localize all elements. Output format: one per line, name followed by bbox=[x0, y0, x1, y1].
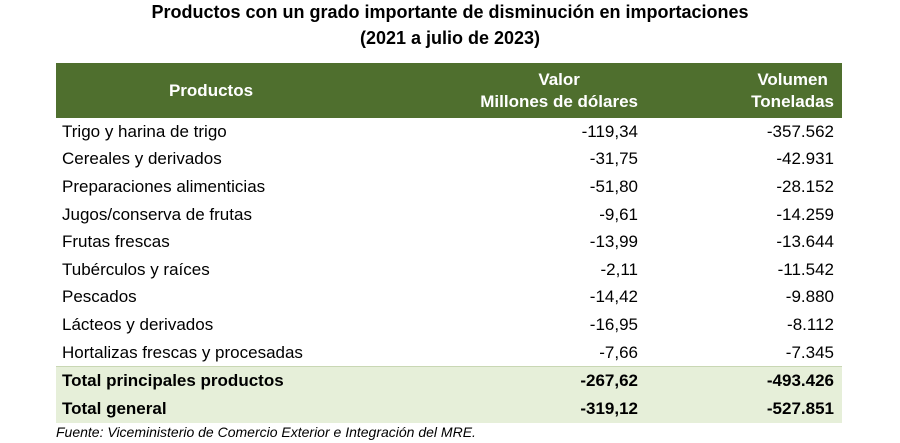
page-subtitle: (2021 a julio de 2023) bbox=[359, 28, 541, 48]
table-row: Pescados -14,42 -9.880 bbox=[56, 284, 842, 312]
cell-volumen: -357.562 bbox=[766, 121, 834, 141]
column-header-valor-title: Valor bbox=[538, 69, 580, 89]
column-header-volumen-unit: Toneladas bbox=[751, 91, 834, 111]
total-row-principales: Total principales productos -267,62 -493… bbox=[56, 366, 842, 395]
source-note: Fuente: Viceministerio de Comercio Exter… bbox=[56, 424, 476, 440]
table-row: Preparaciones alimenticias -51,80 -28.15… bbox=[56, 173, 842, 201]
cell-valor: -51,80 bbox=[589, 176, 638, 196]
cell-total-label: Total principales productos bbox=[56, 366, 386, 395]
cell-total-valor: -319,12 bbox=[386, 394, 646, 423]
column-header-volumen: Volumen Toneladas bbox=[646, 63, 842, 118]
cell-producto: Preparaciones alimenticias bbox=[62, 176, 266, 196]
cell-producto: Pescados bbox=[62, 287, 137, 307]
cell-producto: Cereales y derivados bbox=[62, 149, 222, 169]
cell-valor: -7,66 bbox=[599, 342, 638, 362]
page-title: Productos con un grado importante de dis… bbox=[151, 2, 749, 22]
cell-valor: -13,99 bbox=[589, 232, 638, 252]
table-row: Tubérculos y raíces -2,11 -11.542 bbox=[56, 256, 842, 284]
cell-volumen: -13.644 bbox=[776, 232, 834, 252]
column-header-valor-unit: Millones de dólares bbox=[480, 91, 638, 111]
cell-valor: -9,61 bbox=[599, 204, 638, 224]
cell-volumen: -42.931 bbox=[776, 149, 834, 169]
cell-volumen: -8.112 bbox=[787, 314, 834, 334]
cell-volumen: -11.542 bbox=[777, 259, 834, 279]
table-row: Hortalizas frescas y procesadas -7,66 -7… bbox=[56, 339, 842, 367]
cell-total-valor: -267,62 bbox=[386, 366, 646, 395]
cell-total-label: Total general bbox=[56, 394, 386, 423]
cell-producto: Jugos/conserva de frutas bbox=[62, 204, 252, 224]
imports-table-container: Productos Valor Millones de dólares Volu… bbox=[56, 63, 842, 423]
table-row: Trigo y harina de trigo -119,34 -357.562 bbox=[56, 118, 842, 146]
column-header-valor-text: Valor Millones de dólares bbox=[480, 69, 638, 113]
cell-producto: Frutas frescas bbox=[62, 232, 170, 252]
table-body: Trigo y harina de trigo -119,34 -357.562… bbox=[56, 118, 842, 423]
total-row-general: Total general -319,12 -527.851 bbox=[56, 394, 842, 423]
table-header-row: Productos Valor Millones de dólares Volu… bbox=[56, 63, 842, 118]
imports-table: Productos Valor Millones de dólares Volu… bbox=[56, 63, 842, 423]
cell-volumen: -28.152 bbox=[776, 176, 834, 196]
column-header-volumen-title: Volumen bbox=[757, 69, 828, 89]
cell-volumen: -14.259 bbox=[776, 204, 834, 224]
column-header-volumen-text: Volumen Toneladas bbox=[751, 69, 834, 113]
cell-valor: -16,95 bbox=[589, 314, 638, 334]
column-header-valor: Valor Millones de dólares bbox=[386, 63, 646, 118]
cell-producto: Tubérculos y raíces bbox=[62, 259, 210, 279]
cell-volumen: -9.880 bbox=[785, 287, 834, 307]
cell-valor: -31,75 bbox=[589, 149, 638, 169]
cell-valor: -14,42 bbox=[589, 287, 638, 307]
cell-producto: Lácteos y derivados bbox=[62, 314, 214, 334]
table-header: Productos Valor Millones de dólares Volu… bbox=[56, 63, 842, 118]
cell-producto: Hortalizas frescas y procesadas bbox=[62, 342, 303, 362]
table-row: Frutas frescas -13,99 -13.644 bbox=[56, 228, 842, 256]
table-row: Cereales y derivados -31,75 -42.931 bbox=[56, 146, 842, 174]
cell-total-volumen: -527.851 bbox=[646, 394, 842, 423]
cell-total-volumen: -493.426 bbox=[646, 366, 842, 395]
cell-valor: -119,34 bbox=[581, 121, 638, 141]
cell-volumen: -7.345 bbox=[785, 342, 834, 362]
table-row: Jugos/conserva de frutas -9,61 -14.259 bbox=[56, 201, 842, 229]
cell-valor: -2,11 bbox=[600, 259, 639, 279]
cell-producto: Trigo y harina de trigo bbox=[62, 121, 227, 141]
column-header-productos: Productos bbox=[56, 63, 386, 118]
table-row: Lácteos y derivados -16,95 -8.112 bbox=[56, 311, 842, 339]
